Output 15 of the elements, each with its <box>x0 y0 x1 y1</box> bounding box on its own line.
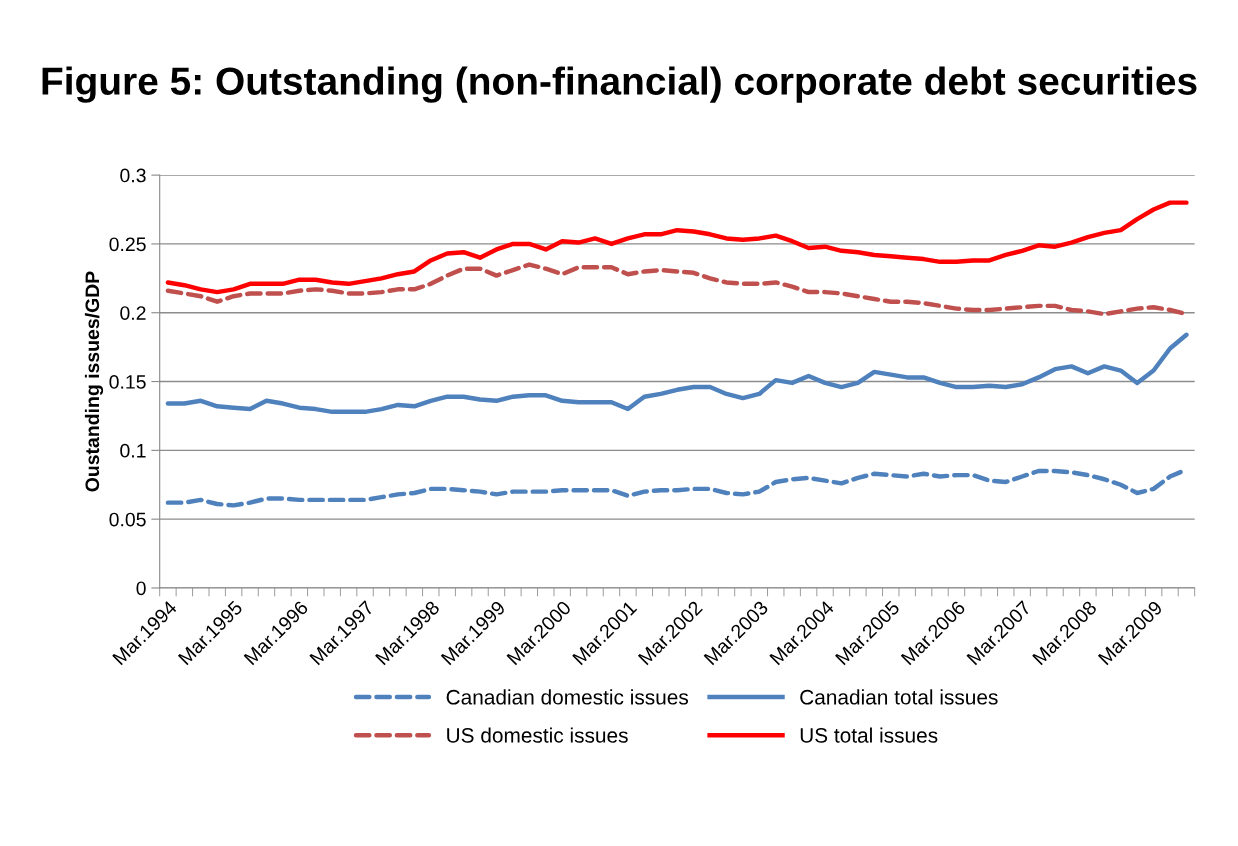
legend-label: Canadian total issues <box>800 689 998 705</box>
y-tick-label: 0.25 <box>109 237 146 252</box>
y-tick-label: 0.05 <box>109 512 146 527</box>
y-axis-title: Oustanding issues/GDP <box>84 271 104 492</box>
line-series <box>165 332 1189 415</box>
legend-label: US domestic issues <box>447 727 628 743</box>
legend-label: Canadian domestic issues <box>446 689 689 705</box>
y-tick-label: 0.1 <box>120 443 146 458</box>
legend-label: US total issues <box>800 727 938 743</box>
y-tick-label: 0.15 <box>109 375 146 389</box>
chart-title: Figure 5: Outstanding (non-financial) corporate debt securities <box>42 66 1197 103</box>
y-tick-label: 0.2 <box>120 306 146 320</box>
line-series <box>165 200 1189 295</box>
y-tick-label: 0.3 <box>120 168 146 183</box>
y-tick-label: 0 <box>136 581 146 596</box>
